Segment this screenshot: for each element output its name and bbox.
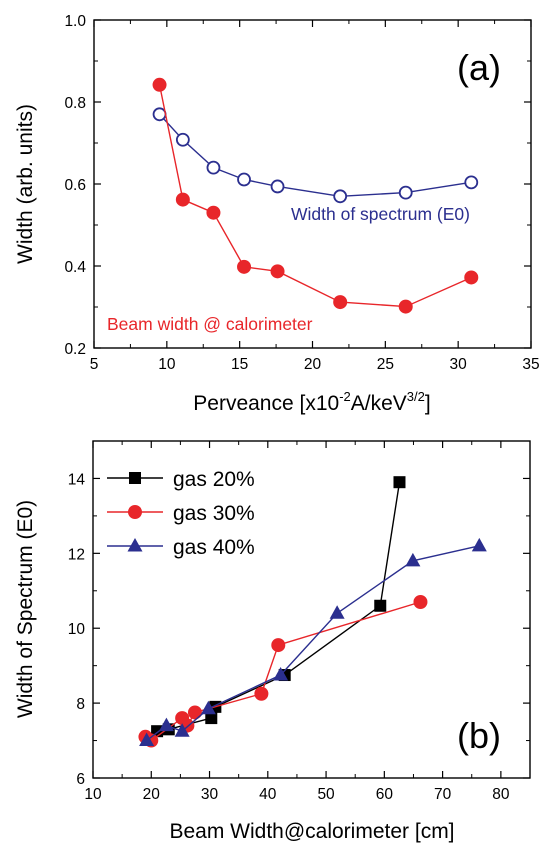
panel-a-data-point-beam-width-calorimeter [464,270,479,285]
panel-a-y-tick-label: 0.8 [64,95,86,112]
legend-item-gas-20: gas 20% [107,468,255,491]
panel-a-x-axis-label: Perveance [x10-2A/keV3/2] [193,389,430,415]
panel-a-x-tick-label: 30 [450,356,468,373]
x-label-exponent-1: -2 [339,389,351,404]
panel-b-y-tick-label: 8 [76,696,85,713]
series-label-width-of-spectrum: Width of spectrum (E0) [291,204,470,224]
panel-a-y-axis-label: Width (arb. units) [14,104,37,264]
panel-b-x-tick-label: 60 [376,786,394,803]
panel-b-x-axis-label: Beam Width@calorimeter [cm] [169,820,454,843]
panel-a-x-tick-label: 15 [231,356,248,373]
panel-b-data-point-gas-20 [374,599,387,612]
panel-b-data-point-gas-30 [271,638,286,653]
panel-b-x-tick-label: 80 [492,786,510,803]
panel-a-x-tick-label: 10 [158,356,176,373]
panel-b-legend: gas 20% gas 30% gas 40% [107,468,255,559]
panel-a-x-tick-label: 35 [522,356,539,373]
panel-a-data-point-width-of-spectrum-e0 [464,175,479,190]
panel-b-x-tick-label: 70 [434,786,452,803]
legend-label-gas-30: gas 30% [173,502,255,525]
panel-a-x-tick-label: 20 [304,356,322,373]
panel-a-data-point-beam-width-calorimeter [270,264,285,279]
panel-b-data-point-gas-40 [200,700,216,715]
panel-a-data-point-width-of-spectrum-e0 [333,189,348,204]
panel-b-data-point-gas-30 [413,595,428,610]
panel-b-y-tick-label: 10 [68,621,86,638]
panel-a-data-point-beam-width-calorimeter [175,192,190,207]
panel-b-x-tick-label: 10 [84,786,102,803]
legend-item-gas-30: gas 30% [107,502,255,525]
panel-a-x-tick-label: 25 [377,356,394,373]
legend-marker-gas-40 [127,538,143,552]
panel-a-data-point-width-of-spectrum-e0 [398,185,413,200]
panel-b-data-point-gas-40 [405,552,421,567]
x-label-exponent-2: 3/2 [407,389,425,404]
panel-a-data-point-beam-width-calorimeter [333,295,348,310]
panel-b-x-tick-label: 20 [143,786,161,803]
legend-item-gas-40: gas 40% [107,536,255,559]
panel-a-data-point-width-of-spectrum-e0 [270,179,285,194]
panel-a-chart: 5 10 15 20 25 30 35 0.2 0.4 0.6 0.8 1.0 (a) Width o… [14,13,540,415]
panel-b-y-axis-label: Width of Spectrum (E0) [14,500,37,718]
panel-a-series-beam-width-calorimeter [152,77,479,314]
panel-b-ticks: 10 20 30 40 50 60 70 80 6 8 10 12 14 [68,441,530,803]
panel-a-y-tick-label: 1.0 [64,13,86,30]
panel-a-data-point-width-of-spectrum-e0 [237,172,251,187]
panel-b-x-tick-label: 50 [317,786,335,803]
x-label-part-2: A/keV [351,392,407,415]
panel-b-y-tick-label: 6 [76,771,85,788]
panel-a-series-width-of-spectrum-e0 [152,107,479,204]
legend-marker-gas-30 [128,505,142,519]
panel-a-data-point-beam-width-calorimeter [206,205,221,220]
panel-b-data-point-gas-30 [254,686,269,701]
panel-b-data-point-gas-40 [139,732,155,747]
x-label-part-1: Perveance [x10 [193,392,339,415]
panel-b-data-point-gas-40 [273,667,289,681]
panel-b-x-tick-label: 40 [259,786,277,803]
panel-a-data-point-width-of-spectrum-e0 [175,132,190,147]
panel-a-data-point-beam-width-calorimeter [152,77,167,92]
panel-a-series-line-beam-width-calorimeter [158,84,472,308]
panel-b-data-point-gas-20 [393,476,406,489]
legend-label-gas-40: gas 40% [173,536,255,559]
legend-label-gas-20: gas 20% [173,468,255,491]
panel-a-series [152,77,479,314]
panel-a-series-line-width-of-spectrum-e0 [159,113,472,198]
panel-b-x-tick-label: 30 [201,786,219,803]
panel-a-y-tick-label: 0.6 [64,177,86,194]
panel-a-y-tick-label: 0.2 [64,341,86,358]
panel-b-data-point-gas-40 [471,537,487,552]
panel-a-data-point-beam-width-calorimeter [398,299,413,314]
panel-b-data-point-gas-20 [205,712,218,725]
panel-a-y-tick-label: 0.4 [64,259,86,276]
panel-b-series-gas-40 [139,537,487,747]
panel-a-data-point-width-of-spectrum-e0 [152,107,167,122]
panel-b-plot-frame [92,440,531,779]
panel-b-data-point-gas-40 [174,723,190,737]
x-label-part-3: ] [425,392,431,415]
panel-b-label: (b) [457,715,501,756]
legend-marker-gas-20 [129,472,141,484]
panel-a-x-tick-label: 5 [90,356,99,373]
panel-b-data-point-gas-30 [187,705,202,720]
panel-b-y-tick-label: 14 [68,471,86,488]
panel-a-data-point-beam-width-calorimeter [237,259,252,274]
series-label-beam-width: Beam width @ calorimeter [107,314,313,334]
panel-b-data-point-gas-40 [329,605,345,619]
panel-b-series [138,476,487,748]
panel-b-data-point-gas-40 [158,717,174,732]
panel-b-y-tick-label: 12 [68,546,85,563]
panel-a-ticks: 5 10 15 20 25 30 35 0.2 0.4 0.6 0.8 1.0 [64,13,539,373]
panel-a-label: (a) [457,47,501,88]
panel-a-data-point-width-of-spectrum-e0 [206,160,221,175]
